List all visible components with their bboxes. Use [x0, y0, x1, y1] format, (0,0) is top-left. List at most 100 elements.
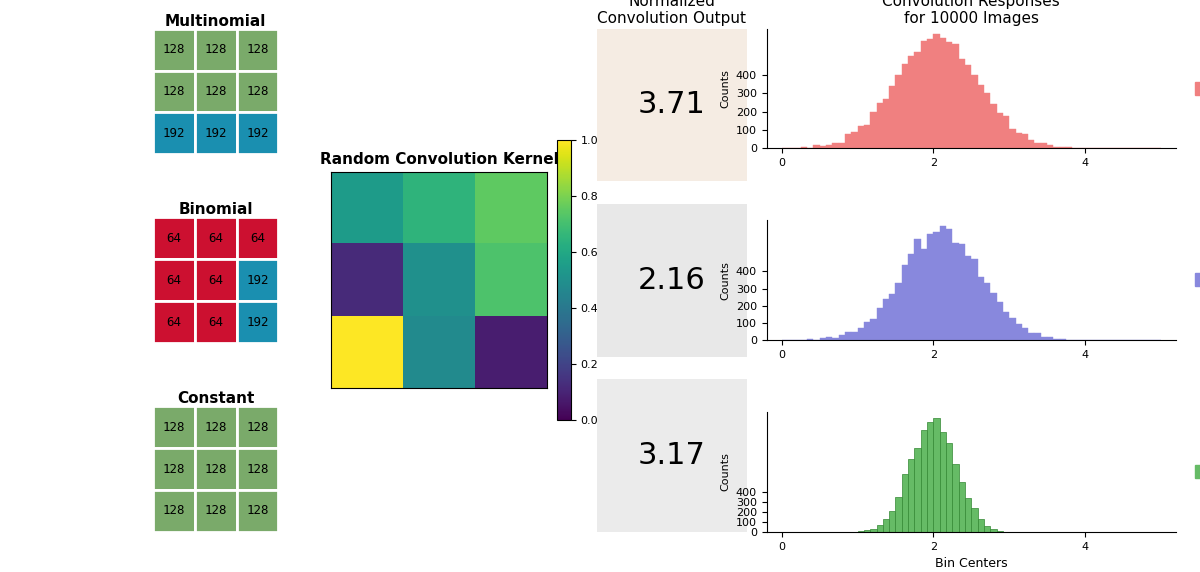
- Bar: [965, 256, 971, 340]
- Bar: [996, 301, 1003, 340]
- Bar: [851, 332, 858, 340]
- FancyBboxPatch shape: [194, 70, 236, 113]
- Bar: [965, 498, 971, 532]
- Text: 192: 192: [246, 274, 269, 287]
- Text: 3.71: 3.71: [637, 90, 706, 120]
- Title: Random Convolution Kernel: Random Convolution Kernel: [319, 152, 558, 167]
- Bar: [990, 529, 996, 532]
- Bar: [1022, 328, 1028, 340]
- FancyBboxPatch shape: [236, 448, 278, 490]
- Bar: [1015, 324, 1022, 340]
- Bar: [833, 338, 839, 340]
- Text: 128: 128: [246, 43, 269, 56]
- Bar: [845, 332, 851, 340]
- Bar: [953, 464, 959, 532]
- Legend: Multinomial: Multinomial: [1190, 77, 1200, 100]
- Bar: [1015, 133, 1022, 149]
- Bar: [965, 65, 971, 149]
- Bar: [839, 335, 845, 340]
- Bar: [876, 103, 883, 149]
- Y-axis label: Counts: Counts: [720, 452, 730, 491]
- Text: 128: 128: [162, 463, 185, 475]
- Bar: [946, 443, 953, 532]
- Bar: [800, 148, 808, 149]
- Bar: [895, 76, 901, 149]
- Bar: [934, 34, 940, 149]
- Bar: [864, 125, 870, 149]
- Bar: [1034, 333, 1040, 340]
- Title: Normalized
Convolution Output: Normalized Convolution Output: [598, 0, 746, 26]
- Bar: [984, 526, 990, 532]
- Bar: [978, 519, 984, 532]
- Bar: [883, 519, 889, 532]
- Bar: [1060, 339, 1066, 340]
- Text: 192: 192: [246, 127, 269, 140]
- Bar: [908, 56, 914, 149]
- Bar: [883, 299, 889, 340]
- Title: Convolution Responses
for 10000 Images: Convolution Responses for 10000 Images: [882, 0, 1060, 26]
- Text: 64: 64: [208, 274, 223, 287]
- Legend: Binomial: Binomial: [1190, 268, 1200, 292]
- Bar: [864, 322, 870, 340]
- Bar: [901, 265, 908, 340]
- Bar: [940, 38, 946, 149]
- Bar: [971, 259, 978, 340]
- Bar: [940, 226, 946, 340]
- Text: 64: 64: [166, 232, 181, 245]
- Text: 128: 128: [162, 43, 185, 56]
- FancyBboxPatch shape: [194, 217, 236, 259]
- Bar: [833, 142, 839, 149]
- Bar: [1054, 146, 1060, 149]
- Bar: [901, 65, 908, 149]
- Bar: [1048, 145, 1054, 149]
- Text: 128: 128: [246, 85, 269, 98]
- FancyBboxPatch shape: [152, 301, 194, 343]
- Bar: [1066, 147, 1073, 149]
- FancyBboxPatch shape: [152, 406, 194, 448]
- Text: 128: 128: [204, 505, 227, 518]
- Bar: [990, 293, 996, 340]
- Bar: [928, 39, 934, 149]
- Bar: [1003, 312, 1009, 340]
- Bar: [990, 104, 996, 149]
- Title: Constant: Constant: [176, 391, 254, 406]
- Bar: [1048, 337, 1054, 340]
- Bar: [851, 132, 858, 149]
- Bar: [895, 497, 901, 532]
- Text: 64: 64: [208, 232, 223, 245]
- Bar: [914, 52, 920, 149]
- FancyBboxPatch shape: [194, 301, 236, 343]
- Bar: [858, 126, 864, 149]
- Bar: [920, 42, 928, 149]
- Bar: [1040, 337, 1048, 340]
- Text: 2.16: 2.16: [637, 266, 706, 295]
- FancyBboxPatch shape: [152, 259, 194, 301]
- Text: 192: 192: [162, 127, 185, 140]
- Bar: [946, 42, 953, 149]
- Bar: [876, 525, 883, 532]
- Bar: [953, 43, 959, 149]
- Y-axis label: Counts: Counts: [720, 69, 730, 108]
- Bar: [1054, 339, 1060, 340]
- Bar: [1028, 140, 1034, 149]
- Text: 3.17: 3.17: [637, 441, 706, 470]
- Bar: [1003, 116, 1009, 149]
- Bar: [978, 85, 984, 149]
- FancyBboxPatch shape: [194, 448, 236, 490]
- FancyBboxPatch shape: [236, 406, 278, 448]
- Bar: [1009, 129, 1015, 149]
- Bar: [908, 459, 914, 532]
- Text: 128: 128: [246, 505, 269, 518]
- Text: 64: 64: [250, 232, 265, 245]
- Bar: [1034, 144, 1040, 149]
- Bar: [820, 146, 826, 149]
- Bar: [914, 239, 920, 340]
- FancyBboxPatch shape: [152, 448, 194, 490]
- Title: Binomial: Binomial: [179, 202, 253, 217]
- Text: 128: 128: [162, 420, 185, 434]
- Bar: [920, 249, 928, 340]
- FancyBboxPatch shape: [152, 217, 194, 259]
- FancyBboxPatch shape: [194, 490, 236, 532]
- FancyBboxPatch shape: [236, 490, 278, 532]
- Bar: [889, 86, 895, 149]
